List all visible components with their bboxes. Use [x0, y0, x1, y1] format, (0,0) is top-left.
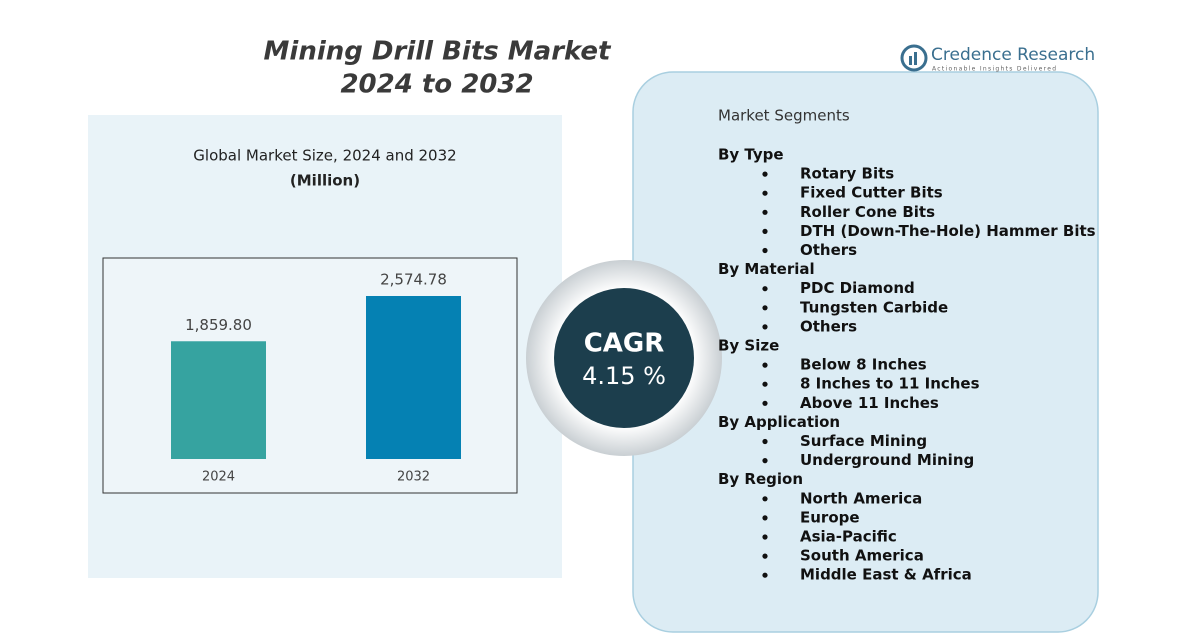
cagr-circle	[554, 288, 694, 428]
bullet	[762, 190, 768, 196]
segment-item: Rotary Bits	[800, 165, 894, 183]
logo-icon	[909, 56, 912, 65]
segment-item: Roller Cone Bits	[800, 203, 935, 221]
bullet	[762, 247, 768, 254]
bullet	[762, 209, 768, 215]
segment-item: Middle East & Africa	[800, 566, 972, 584]
bar	[366, 296, 461, 459]
x-tick-label: 2024	[202, 470, 235, 485]
bullet	[762, 534, 768, 540]
bullet	[762, 515, 768, 521]
segment-item: Underground Mining	[800, 451, 974, 469]
segment-item: Europe	[800, 508, 860, 526]
bar	[171, 341, 266, 459]
bullet	[762, 496, 768, 502]
segment-item: Below 8 Inches	[800, 356, 927, 374]
data-label: 2,574.78	[380, 271, 447, 289]
segment-item: Surface Mining	[800, 432, 927, 450]
segment-group: By Type	[718, 146, 784, 164]
segment-item: Others	[800, 241, 857, 259]
cagr-label: CAGR	[584, 329, 665, 359]
segment-item: South America	[800, 547, 924, 565]
segment-group: By Material	[718, 260, 815, 278]
segment-item: Fixed Cutter Bits	[800, 184, 943, 202]
bullet	[762, 438, 768, 445]
logo-icon	[900, 44, 928, 72]
bullet	[762, 305, 768, 311]
segment-group: By Size	[718, 337, 779, 355]
segment-item: Asia-Pacific	[800, 528, 897, 546]
segment-item: DTH (Down-The-Hole) Hammer Bits	[800, 222, 1096, 240]
bars: 1,859.80 2024 2,574.78 2032	[171, 271, 461, 485]
logo: Credence Research Actionable Insights De…	[900, 44, 1095, 73]
segment-item: Others	[800, 317, 857, 335]
segment-item: North America	[800, 489, 922, 507]
bullet	[762, 324, 768, 330]
bullet	[762, 228, 768, 234]
data-label: 1,859.80	[185, 316, 252, 334]
title: Mining Drill Bits Market	[264, 37, 612, 67]
bullet	[762, 400, 768, 406]
bullet	[762, 553, 768, 559]
x-tick-label: 2032	[397, 470, 430, 485]
bullet	[762, 362, 768, 368]
bullet	[762, 458, 768, 464]
logo-name: Credence Research	[931, 45, 1095, 65]
segment-group: By Region	[718, 470, 803, 488]
bullet	[762, 171, 768, 177]
segment-group: By Application	[718, 413, 840, 431]
segment-item: PDC Diamond	[800, 279, 915, 297]
bullet	[762, 286, 768, 292]
segment-item: Tungsten Carbide	[800, 298, 948, 316]
logo-icon	[914, 52, 917, 65]
logo-tagline: Actionable Insights Delivered	[932, 66, 1057, 73]
chart-title: Global Market Size, 2024 and 2032	[193, 147, 456, 165]
segments-title: Market Segments	[718, 107, 850, 125]
bullet	[762, 572, 768, 578]
title: 2024 to 2032	[340, 70, 533, 100]
chart-subtitle: (Million)	[290, 172, 360, 190]
bullet	[762, 381, 768, 387]
cagr-value: 4.15 %	[582, 362, 666, 390]
segment-item: 8 Inches to 11 Inches	[800, 375, 980, 393]
segment-item: Above 11 Inches	[800, 394, 939, 412]
